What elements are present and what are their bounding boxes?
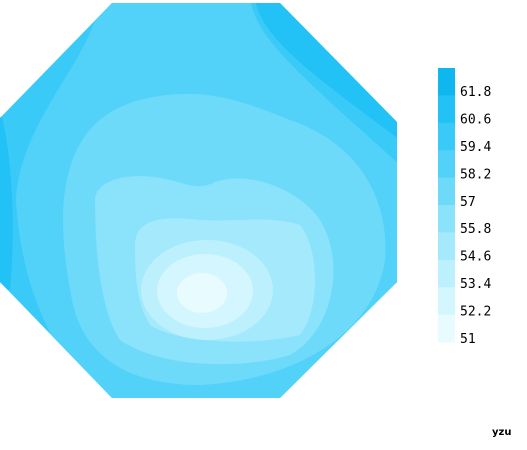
contour-region [177,273,227,313]
colorbar-segment [438,95,455,124]
colorbar-label: 53.4 [460,277,491,292]
colorbar-segment [438,122,455,151]
colorbar-label: 61.8 [460,85,491,100]
colorbar-label: 55.8 [460,222,491,237]
colorbar-label: 60.6 [460,113,491,128]
colorbar-label: 57 [460,195,476,210]
colorbar-segment [438,287,455,316]
colorbar-label: 51 [460,332,476,347]
colorbar-label: 59.4 [460,140,491,155]
annotation: yzu [492,427,511,438]
colorbar-label: 54.6 [460,250,491,265]
colorbar-label: 58.2 [460,167,491,182]
colorbar-label: 52.2 [460,304,491,319]
colorbar-segment [438,150,455,179]
colorbar-segment [438,259,455,288]
colorbar-segment [438,177,455,206]
colorbar-segment [438,68,455,96]
colorbar-segment [438,232,455,261]
contour-plot [0,3,397,398]
contour-region [0,110,13,290]
colorbar-segment [438,205,455,233]
colorbar-segment [438,314,455,343]
